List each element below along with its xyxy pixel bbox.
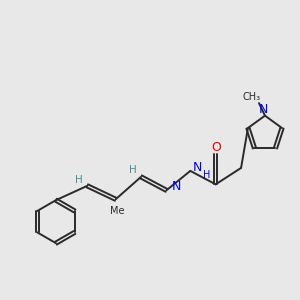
Text: H: H — [75, 175, 83, 185]
Text: O: O — [211, 141, 220, 154]
Text: N: N — [193, 161, 202, 174]
Text: Me: Me — [110, 206, 124, 216]
Text: H: H — [203, 170, 210, 180]
Text: H: H — [129, 165, 136, 175]
Text: N: N — [259, 103, 268, 116]
Text: CH₃: CH₃ — [242, 92, 261, 101]
Text: N: N — [172, 180, 181, 193]
